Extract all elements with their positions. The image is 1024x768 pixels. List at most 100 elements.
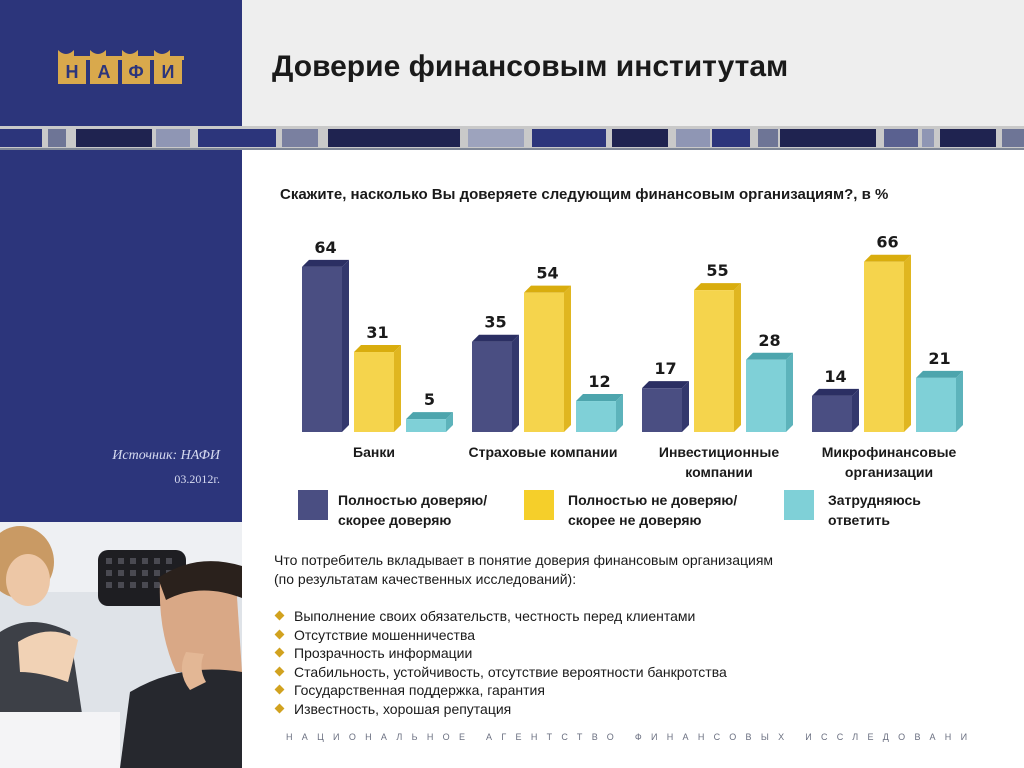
bar-side [446,412,453,432]
legend-line: скорее не доверяю [568,512,702,528]
bar-top [302,259,349,267]
bar-front [642,388,682,432]
list-item: Выполнение своих обязательств, честность… [274,607,1014,626]
bar-front [746,359,786,432]
bar-front [472,341,512,432]
bar-chart: 64 31 5 35 54 12 17 55 28 14 66 21 [302,233,963,432]
legend-line: ответить [828,512,891,528]
logo-arches-icon [58,50,184,60]
bar-top [472,334,519,342]
bar-side [682,381,689,432]
bar-side [342,259,349,432]
category-label-microfinance: Микрофинансовые организации [806,442,972,482]
diamond-bullet-icon [274,684,285,695]
bar-side [904,254,911,432]
diamond-bullet-icon [274,666,285,677]
category-label-insurance: Страховые компании [450,442,636,462]
nafi-logo: Н А Ф И [58,44,184,88]
bar-value-label: 66 [876,233,898,252]
category-label-line: Микрофинансовые [821,444,957,460]
bar-front [916,377,956,432]
bar [642,381,689,432]
source-date: 03.2012г. [174,472,220,486]
bar-side [616,394,623,432]
list-item: Известность, хорошая репутация [274,700,1014,719]
category-label-banks: Банки [332,442,416,462]
diamond-bullet-icon [274,629,285,640]
business-meeting-photo [0,522,242,768]
page-title: Доверие финансовым институтам [272,50,789,83]
bar [302,259,349,432]
bar-front [524,292,564,432]
bar-front [354,352,394,432]
legend-label-trust: Полностью доверяю/ скорее доверяю [338,490,487,530]
legend-line: Затрудняюсь [828,492,921,508]
category-label-line: Инвестиционные [658,444,780,460]
logo-letter-4: И [161,62,175,82]
legend-label-unsure: Затрудняюсь ответить [828,490,921,530]
logo-letter-2: А [97,62,111,82]
list-item-text: Выполнение своих обязательств, честность… [294,608,696,624]
bar-side [734,283,741,432]
legend-line: Полностью не доверяю/ [568,492,738,508]
bar-front [406,419,446,432]
bar-top [576,394,623,402]
trust-meaning-intro: Что потребитель вкладывает в понятие дов… [274,551,1014,589]
bar [746,352,793,432]
bar-value-label: 35 [484,313,506,332]
bar-front [812,395,852,432]
bar-top [406,412,453,420]
bar-side [512,334,519,432]
chart-title: Скажите, насколько Вы доверяете следующи… [280,186,889,203]
bar-top [864,254,911,262]
legend-swatch-distrust [524,490,554,520]
legend-swatch-unsure [784,490,814,520]
bar-side [956,370,963,432]
bar [472,334,519,432]
logo-letter-3: Ф [128,62,144,82]
legend-line: скорее доверяю [338,512,452,528]
bar-top [524,285,571,293]
intro-line: Что потребитель вкладывает в понятие дов… [274,552,774,568]
logo-panel [0,0,242,126]
bar-value-label: 54 [536,264,558,283]
list-item-text: Известность, хорошая репутация [294,700,512,717]
legend-label-distrust: Полностью не доверяю/ скорее не доверяю [568,490,737,530]
bar-front [576,401,616,432]
list-item: Прозрачность информации [274,644,1014,663]
bar-value-label: 28 [758,331,780,350]
bar-front [694,290,734,432]
bar [916,370,963,432]
list-item: Стабильность, устойчивость, отсутствие в… [274,663,1014,682]
bar-value-label: 14 [824,367,846,386]
bar [812,388,859,432]
diamond-bullet-icon [274,610,285,621]
legend-line: Полностью доверяю/ [338,492,488,508]
bar-side [852,388,859,432]
bar-value-label: 5 [424,390,435,409]
intro-line: (по результатам качественных исследовани… [274,571,577,587]
list-item-text: Стабильность, устойчивость, отсутствие в… [294,663,727,680]
list-item: Отсутствие мошенничества [274,626,1014,645]
list-item-text: Государственная поддержка, гарантия [294,682,545,699]
bar-value-label: 17 [654,359,676,378]
bar-value-label: 55 [706,261,728,280]
band-divider [0,148,1024,150]
category-label-line: Страховые компании [468,444,618,460]
bar-value-label: 21 [928,349,950,368]
footer-agency-name: НАЦИОНАЛЬНОЕ АГЕНТСТВО ФИНАНСОВЫХ ИССЛЕД… [286,732,977,742]
logo-letter-1: Н [65,62,79,82]
list-item-text: Прозрачность информации [294,645,473,662]
category-label-investment: Инвестиционные компании [640,442,798,482]
list-item-text: Отсутствие мошенничества [294,626,476,643]
bar [694,283,741,432]
bar-side [564,285,571,432]
bar-value-label: 64 [314,238,336,257]
bar-top [916,370,963,378]
bar-top [746,352,793,360]
bar-side [786,352,793,432]
category-label-line: организации [844,464,934,480]
trust-factors-list: Выполнение своих обязательств, честность… [274,607,1014,719]
bar-top [642,381,689,389]
bar-top [354,345,401,353]
